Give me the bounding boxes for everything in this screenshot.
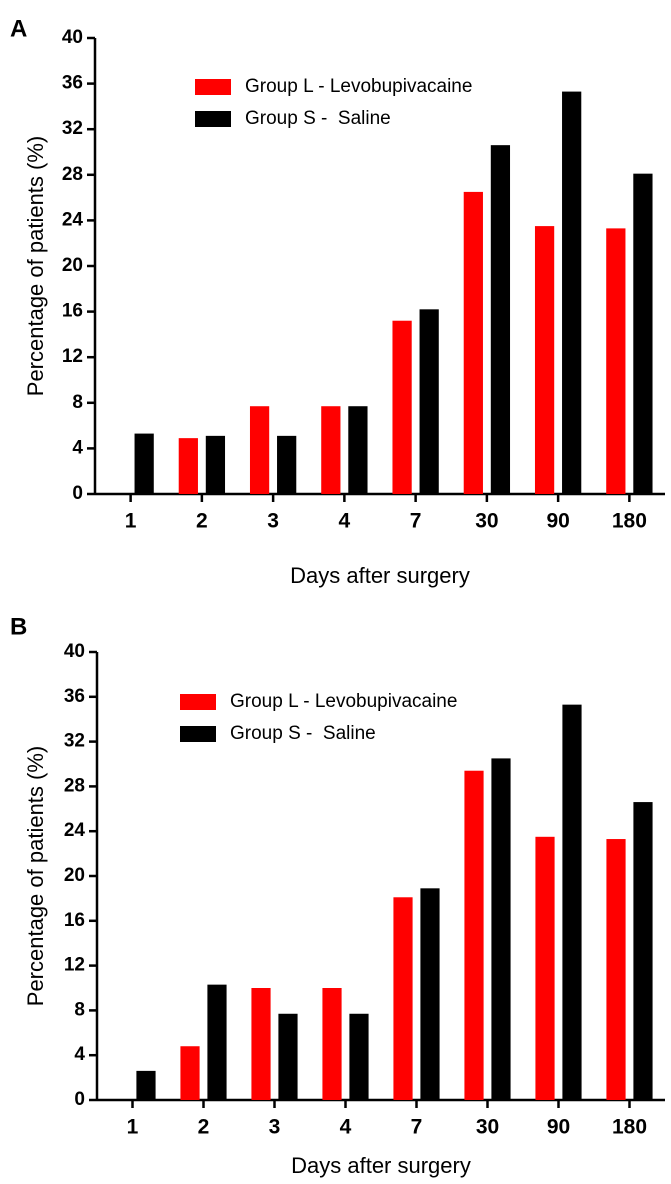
bar [633,173,653,494]
x-tick-label: 2 [198,1116,210,1139]
y-tick-label: 20 [64,865,85,886]
y-tick-label: 0 [74,1089,85,1110]
x-axis-label: Days after surgery [290,563,470,588]
y-tick-label: 24 [64,820,86,841]
x-tick-label: 3 [269,1116,281,1139]
bar [207,984,227,1100]
bar [134,433,154,494]
x-tick-label: 4 [339,510,351,533]
y-tick-label: 16 [64,910,85,931]
x-tick-label: 2 [196,510,208,533]
x-tick-label: 7 [410,510,422,533]
bar [277,435,297,494]
y-tick-label: 40 [64,641,85,662]
x-tick-label: 1 [125,510,137,533]
y-tick-label: 20 [62,255,83,276]
x-tick-label: 90 [546,510,569,533]
legend-swatch [195,111,231,127]
bar [420,888,440,1100]
y-tick-label: 40 [62,27,83,48]
x-tick-label: 180 [612,510,647,533]
x-tick-label: 30 [475,510,498,533]
bar [491,758,511,1100]
x-axis-label: Days after surgery [291,1153,471,1178]
bar [562,704,582,1100]
y-tick-label: 28 [64,775,85,796]
legend-swatch [195,79,231,95]
panel-label: B [10,613,27,640]
x-tick-label: 3 [267,510,279,533]
y-tick-label: 4 [72,437,83,458]
bar [392,320,412,494]
bar [348,406,368,494]
bar [278,1013,298,1100]
y-tick-label: 12 [64,955,85,976]
bar [463,191,483,494]
bar [349,1013,369,1100]
legend-label: Group L - Levobupivacaine [230,691,457,712]
bar [606,839,626,1100]
bar [251,988,271,1100]
bar [180,1046,200,1100]
x-tick-label: 180 [612,1116,647,1139]
y-tick-label: 4 [74,1044,85,1065]
bar [606,228,626,494]
legend-label: Group S - Saline [230,723,376,744]
bar [419,309,439,494]
panel-label: A [10,15,27,42]
bar [490,145,511,494]
bar [136,1070,156,1100]
bar [322,988,342,1100]
x-tick-label: 4 [340,1116,352,1139]
legend-swatch [180,726,216,742]
y-tick-label: 32 [62,118,83,139]
bar [534,226,555,494]
y-tick-label: 12 [62,346,83,367]
x-tick-label: 30 [476,1116,499,1139]
y-tick-label: 36 [64,686,85,707]
x-tick-label: 90 [547,1116,570,1139]
y-tick-label: 16 [62,301,83,322]
bar [205,435,226,494]
bar [178,438,198,494]
x-tick-label: 1 [127,1116,139,1139]
bar [464,770,484,1100]
y-tick-label: 0 [72,483,83,504]
bar [535,836,555,1100]
y-tick-label: 36 [62,73,83,94]
y-axis-label: Percentage of patients (%) [23,746,48,1006]
y-tick-label: 28 [62,164,83,185]
y-tick-label: 8 [72,392,83,413]
y-tick-label: 8 [74,999,85,1020]
bar [321,406,341,494]
x-tick-label: 7 [411,1116,423,1139]
legend-label: Group L - Levobupivacaine [245,76,472,97]
bar [393,897,413,1100]
y-tick-label: 24 [62,209,84,230]
legend-swatch [180,694,216,710]
y-tick-label: 32 [64,731,85,752]
bar [562,91,582,494]
bar [633,802,653,1100]
y-axis-label: Percentage of patients (%) [23,136,48,396]
legend-label: Group S - Saline [245,108,391,129]
bar [249,406,270,494]
